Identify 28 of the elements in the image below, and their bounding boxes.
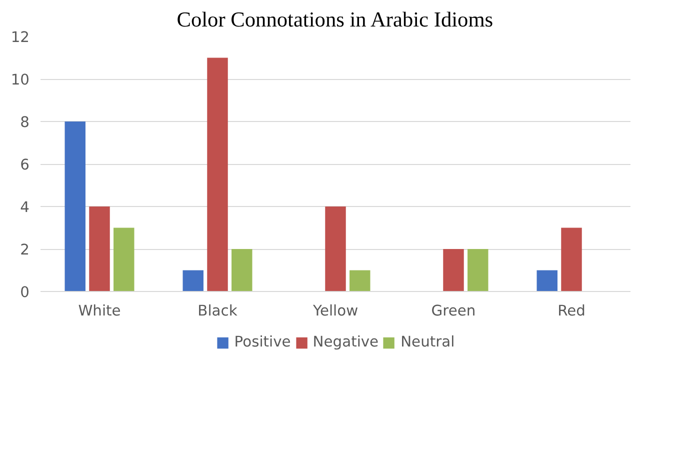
- legend-label: Negative: [312, 334, 379, 350]
- bar: [232, 249, 252, 292]
- bar: [114, 228, 134, 292]
- bar: [89, 206, 110, 292]
- bar: [468, 249, 488, 292]
- y-tick-label: 10: [10, 72, 30, 88]
- legend-label: Neutral: [400, 334, 455, 350]
- bar: [350, 270, 370, 292]
- y-tick-label: 2: [20, 242, 30, 258]
- bar: [207, 58, 228, 292]
- x-tick-label: Black: [198, 302, 238, 320]
- y-tick-label: 4: [20, 199, 30, 216]
- bar: [536, 270, 558, 292]
- y-tick-label: 12: [10, 29, 30, 46]
- bar: [561, 228, 582, 292]
- bar: [64, 122, 86, 292]
- chart-title: Color Connotations in Arabic Idioms: [176, 8, 494, 32]
- bar: [325, 206, 346, 292]
- x-tick-label: Green: [431, 302, 476, 320]
- x-tick-label: White: [78, 302, 121, 320]
- y-tick-label: 8: [20, 114, 30, 131]
- bar: [443, 249, 464, 292]
- bar: [182, 270, 204, 292]
- x-tick-label: Red: [558, 302, 586, 320]
- y-tick-label: 6: [20, 156, 30, 174]
- x-tick-label: Yellow: [312, 302, 358, 320]
- legend-label: Positive: [234, 334, 291, 350]
- y-tick-label: 0: [20, 284, 30, 301]
